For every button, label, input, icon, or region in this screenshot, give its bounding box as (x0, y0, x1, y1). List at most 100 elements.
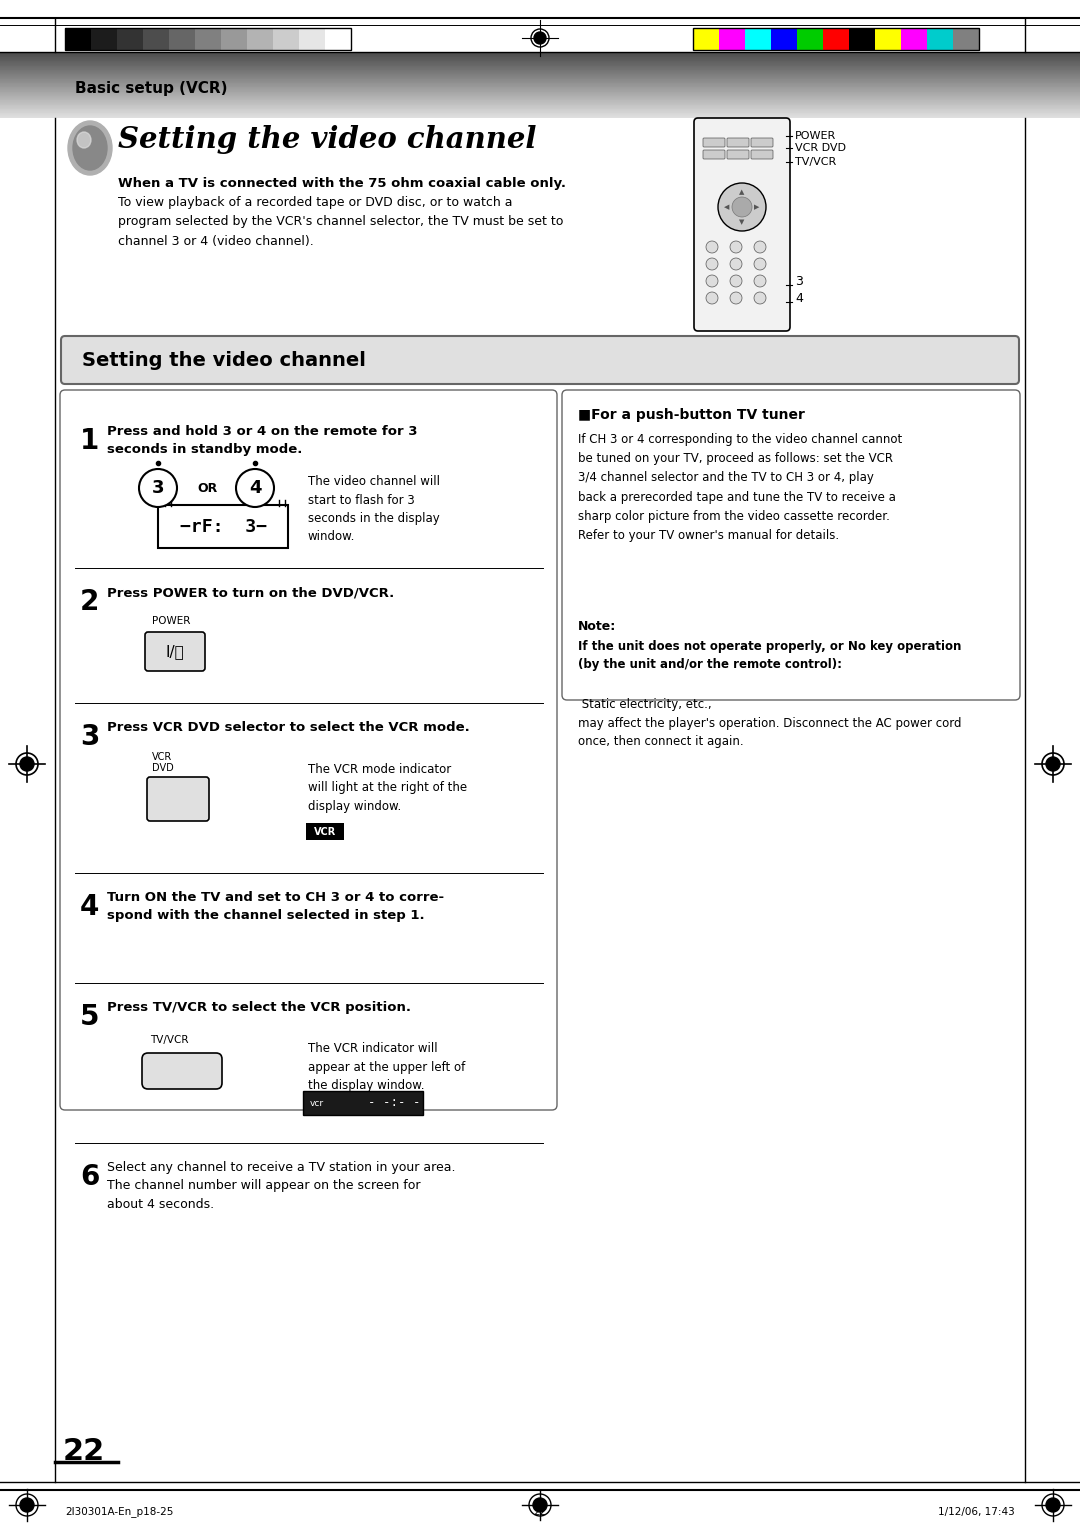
Circle shape (730, 275, 742, 287)
Bar (158, 504, 288, 549)
FancyBboxPatch shape (145, 633, 205, 671)
Text: ▼: ▼ (740, 219, 745, 225)
Bar (247, 28, 273, 50)
Text: If CH 3 or 4 corresponding to the video channel cannot
be tuned on your TV, proc: If CH 3 or 4 corresponding to the video … (578, 432, 902, 542)
Text: 4: 4 (80, 892, 99, 921)
Bar (719, 28, 745, 50)
Ellipse shape (68, 121, 112, 176)
Circle shape (534, 1497, 546, 1513)
Text: TV/VCR: TV/VCR (150, 1034, 189, 1045)
Circle shape (730, 258, 742, 270)
Circle shape (706, 241, 718, 254)
FancyBboxPatch shape (751, 150, 773, 159)
Text: If the unit does not operate properly, or No key operation
(by the unit and/or t: If the unit does not operate properly, o… (578, 640, 961, 671)
Circle shape (732, 197, 752, 217)
Circle shape (706, 275, 718, 287)
Circle shape (21, 1497, 33, 1513)
Text: 3: 3 (152, 478, 164, 497)
Bar (771, 28, 797, 50)
Text: The VCR indicator will
appear at the upper left of
the display window.: The VCR indicator will appear at the upp… (308, 1042, 465, 1093)
Circle shape (754, 275, 766, 287)
Text: 6: 6 (80, 1163, 99, 1190)
FancyBboxPatch shape (60, 336, 1020, 384)
Text: 3: 3 (80, 723, 99, 750)
Ellipse shape (73, 125, 107, 170)
Circle shape (754, 292, 766, 304)
Text: Basic setup (VCR): Basic setup (VCR) (75, 81, 228, 95)
Text: Press and hold 3 or 4 on the remote for 3
seconds in standby mode.: Press and hold 3 or 4 on the remote for … (107, 425, 418, 455)
Text: Select any channel to receive a TV station in your area.
The channel number will: Select any channel to receive a TV stati… (107, 1161, 456, 1212)
Text: ■For a push-button TV tuner: ■For a push-button TV tuner (578, 408, 805, 422)
Bar (195, 28, 221, 50)
Text: I/⏻: I/⏻ (165, 645, 185, 660)
Bar (875, 28, 901, 50)
Bar (303, 1091, 423, 1115)
Text: 1/12/06, 17:43: 1/12/06, 17:43 (939, 1507, 1015, 1517)
Circle shape (1047, 1497, 1059, 1513)
Circle shape (706, 292, 718, 304)
Text: The VCR mode indicator
will light at the right of the
display window.: The VCR mode indicator will light at the… (308, 762, 468, 813)
Text: Setting the video channel: Setting the video channel (118, 125, 537, 154)
Text: 4: 4 (795, 292, 802, 306)
Text: POWER: POWER (795, 131, 836, 141)
FancyBboxPatch shape (562, 390, 1020, 700)
Bar (745, 28, 771, 50)
Bar (273, 28, 299, 50)
FancyBboxPatch shape (703, 150, 725, 159)
Bar (901, 28, 927, 50)
Text: 3: 3 (795, 275, 802, 287)
Circle shape (754, 241, 766, 254)
Text: 22: 22 (534, 1507, 546, 1517)
Text: 2I30301A-En_p18-25: 2I30301A-En_p18-25 (65, 1507, 174, 1517)
Circle shape (718, 183, 766, 231)
Text: - -:- -: - -:- - (368, 1097, 420, 1109)
Bar (91, 28, 117, 50)
FancyBboxPatch shape (727, 138, 750, 147)
Text: 1: 1 (80, 426, 99, 455)
Text: 4: 4 (248, 478, 261, 497)
Text: Note:: Note: (578, 620, 617, 633)
Bar (168, 28, 195, 50)
FancyBboxPatch shape (727, 150, 750, 159)
Ellipse shape (77, 131, 91, 148)
FancyBboxPatch shape (703, 138, 725, 147)
Circle shape (706, 258, 718, 270)
FancyBboxPatch shape (147, 778, 210, 821)
Bar (823, 28, 849, 50)
Text: The video channel will
start to flash for 3
seconds in the display
window.: The video channel will start to flash fo… (308, 475, 440, 544)
Text: Static electricity, etc.,
may affect the player's operation. Disconnect the AC p: Static electricity, etc., may affect the… (578, 698, 961, 749)
Text: Press VCR DVD selector to select the VCR mode.: Press VCR DVD selector to select the VCR… (107, 721, 470, 733)
Circle shape (237, 469, 274, 507)
Text: VCR: VCR (152, 752, 172, 762)
Bar (65, 28, 351, 50)
Text: Turn ON the TV and set to CH 3 or 4 to corre-
spond with the channel selected in: Turn ON the TV and set to CH 3 or 4 to c… (107, 891, 444, 921)
Bar (325, 28, 351, 50)
Text: VCR DVD: VCR DVD (795, 144, 846, 153)
Bar (693, 28, 719, 50)
Circle shape (754, 258, 766, 270)
Text: DVD: DVD (152, 762, 174, 773)
Text: Press TV/VCR to select the VCR position.: Press TV/VCR to select the VCR position. (107, 1001, 411, 1015)
Bar (65, 28, 91, 50)
Text: −rF:  3−: −rF: 3− (179, 518, 267, 536)
Text: VCR: VCR (314, 827, 336, 837)
FancyBboxPatch shape (60, 390, 557, 1109)
Text: Press POWER to turn on the DVD/VCR.: Press POWER to turn on the DVD/VCR. (107, 587, 394, 599)
Bar (117, 28, 143, 50)
Text: POWER: POWER (152, 616, 190, 626)
Circle shape (730, 241, 742, 254)
Bar (299, 28, 325, 50)
Bar (849, 28, 875, 50)
Text: Setting the video channel: Setting the video channel (82, 350, 366, 370)
FancyBboxPatch shape (751, 138, 773, 147)
Text: ◀: ◀ (725, 205, 730, 209)
FancyBboxPatch shape (694, 118, 789, 332)
Circle shape (139, 469, 177, 507)
Circle shape (730, 292, 742, 304)
Text: 5: 5 (80, 1002, 99, 1031)
Bar (306, 824, 345, 840)
Text: When a TV is connected with the 75 ohm coaxial cable only.: When a TV is connected with the 75 ohm c… (118, 177, 566, 189)
Circle shape (534, 32, 546, 44)
Text: 2: 2 (80, 588, 99, 616)
Bar (143, 28, 168, 50)
